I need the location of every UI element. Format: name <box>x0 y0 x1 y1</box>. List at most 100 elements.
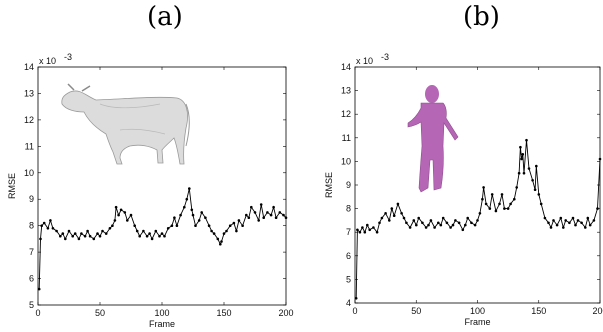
chart-a-data-point <box>114 205 118 209</box>
chart-b-ytick-label: 9 <box>346 180 351 190</box>
chart-a-data-point <box>245 213 248 217</box>
chart-a-data-point <box>235 229 238 233</box>
chart-b-data-point <box>539 202 543 206</box>
chart-b-data-point <box>552 219 555 222</box>
chart-b-data-point <box>375 230 379 234</box>
chart-a-data-point <box>111 224 114 227</box>
chart-b-ytick-label: 6 <box>346 251 351 261</box>
chart-b-data-point <box>457 221 461 225</box>
chart-a-data-point <box>150 237 154 241</box>
chart-b-data-point <box>515 186 518 189</box>
chart-b-ytick-label: 8 <box>346 204 351 214</box>
chart-b-data-point <box>547 221 550 225</box>
chart-b-data-point <box>464 223 467 227</box>
chart-a-exponent-label: x 10 <box>39 56 56 66</box>
chart-b-data-point <box>520 157 523 161</box>
chart-a-y-axis-label: RMSE <box>7 173 17 199</box>
chart-b-data-point <box>402 216 406 220</box>
chart-b-data-point <box>439 223 443 227</box>
chart-a-series-line <box>38 188 287 290</box>
cow-mesh-image <box>61 83 190 165</box>
chart-a-ytick-label: 7 <box>29 247 34 257</box>
chart-a-data-point <box>92 237 96 241</box>
chart-a-ytick-label: 14 <box>24 62 34 72</box>
chart-a-data-point <box>284 216 288 219</box>
chart-b-data-point <box>543 216 547 220</box>
chart-b-data-point <box>564 219 567 222</box>
chart-a-data-point <box>269 213 273 217</box>
chart-b-data-point <box>427 223 430 227</box>
chart-b-data-point <box>484 202 488 206</box>
chart-a-data-point <box>219 242 222 246</box>
chart-a-data-point <box>272 205 275 209</box>
chart-a-data-point <box>104 232 108 235</box>
chart-a-ytick-label: 8 <box>29 221 34 231</box>
chart-b-ytick-label: 4 <box>346 298 351 308</box>
chart-b-data-point <box>449 226 452 229</box>
chart-a-data-point <box>148 232 151 235</box>
chart-b-data-point <box>421 221 424 225</box>
chart-b-data-point <box>574 223 577 227</box>
chart-a-data-point <box>129 213 133 217</box>
chart-a-data-point <box>210 229 213 233</box>
panel-label-a: (a) <box>147 2 183 32</box>
chart-b-ytick-label: 10 <box>341 156 351 166</box>
chart-b-data-point <box>598 157 602 161</box>
chart-b-data-point <box>568 221 571 225</box>
chart-a-data-point <box>42 221 46 225</box>
chart-a-data-point <box>197 219 201 222</box>
chart-b-data-point <box>476 219 479 222</box>
chart-a-data-point <box>250 205 253 209</box>
chart-b-ytick-label: 14 <box>341 62 351 72</box>
chart-a-data-point <box>88 234 92 238</box>
chart-b-data-point <box>584 226 587 229</box>
chart-b-ytick-label: 12 <box>341 109 351 119</box>
chart-a-data-point <box>117 213 120 217</box>
chart-b-plot-frame <box>354 66 601 304</box>
chart-a-data-point <box>67 229 71 233</box>
chart-b-data-point <box>356 228 359 232</box>
chart-b-data-point <box>519 145 522 149</box>
chart-b-data-point <box>562 226 565 229</box>
chart-b-ytick-label: 5 <box>346 274 351 284</box>
chart-a-data-point <box>257 219 261 222</box>
chart-b-data-point <box>517 171 521 175</box>
chart-a-data-point <box>241 224 244 227</box>
chart-b-data-point <box>506 207 510 210</box>
chart-b-data-point <box>588 223 592 227</box>
chart-b-data-point <box>576 219 580 222</box>
chart-b-data-point <box>509 202 512 206</box>
chart-a-data-point <box>61 232 65 235</box>
chart-b-data-point <box>378 221 381 225</box>
chart-b-y-axis-label: RMSE <box>324 172 334 198</box>
chart-b-data-point <box>580 221 583 225</box>
chart-b-data-point <box>380 216 384 220</box>
chart-a-data-point <box>71 234 74 238</box>
chart-a-data-point <box>216 237 220 241</box>
chart-b-data-point <box>451 223 455 227</box>
chart-a-data-point <box>222 232 226 235</box>
chart-a-data-point <box>225 229 228 233</box>
chart-b-data-point <box>466 216 470 220</box>
chart-a-data-point <box>207 224 211 227</box>
chart-b-data-point <box>470 221 473 225</box>
chart-a-data-point <box>278 211 282 214</box>
chart-b-xtick-label: 50 <box>411 306 421 316</box>
chart-a-exponent-power: -3 <box>64 52 72 62</box>
chart-b-data-point <box>596 207 599 210</box>
chart-a-data-point <box>173 216 176 219</box>
chart-b-data-point <box>384 212 387 215</box>
chart-a-data-point <box>175 224 179 227</box>
chart-b-data-point <box>429 219 433 222</box>
chart-a-data-point <box>266 211 269 214</box>
chart-b-data-point <box>354 297 358 300</box>
chart-a-data-point <box>282 213 285 217</box>
chart-b-data-point <box>424 226 428 229</box>
chart-a-data-point <box>191 213 195 217</box>
chart-b-xtick-label: 0 <box>352 306 357 316</box>
chart-b-data-point <box>586 216 590 220</box>
chart-a-ytick-label: 10 <box>24 168 34 178</box>
chart-a-data-point <box>183 205 186 209</box>
chart-a-data-point <box>46 227 50 230</box>
